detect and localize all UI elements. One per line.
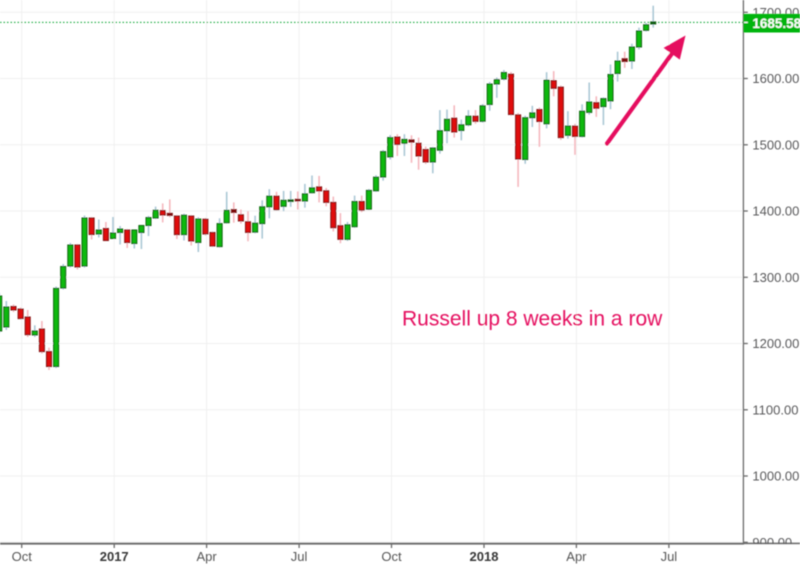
svg-text:1100.00: 1100.00 <box>752 402 798 417</box>
svg-text:Russell up 8 weeks in a row: Russell up 8 weeks in a row <box>402 308 663 331</box>
svg-text:1600.00: 1600.00 <box>752 71 799 86</box>
svg-text:Jul: Jul <box>661 549 678 564</box>
svg-text:1200.00: 1200.00 <box>752 336 799 351</box>
svg-text:1685.58: 1685.58 <box>752 16 800 31</box>
svg-text:1400.00: 1400.00 <box>752 204 799 219</box>
svg-text:2018: 2018 <box>470 549 499 564</box>
svg-text:Jul: Jul <box>291 549 308 564</box>
svg-text:1300.00: 1300.00 <box>752 270 799 285</box>
svg-text:1500.00: 1500.00 <box>752 137 799 152</box>
svg-text:Oct: Oct <box>12 549 33 564</box>
svg-text:Apr: Apr <box>566 549 587 564</box>
svg-text:2017: 2017 <box>100 549 129 564</box>
svg-text:Oct: Oct <box>381 549 402 564</box>
svg-text:Apr: Apr <box>196 549 217 564</box>
svg-text:1000.00: 1000.00 <box>752 469 799 484</box>
